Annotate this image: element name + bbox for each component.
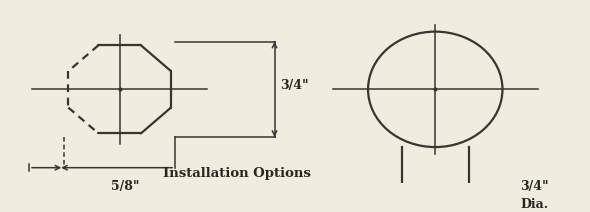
Text: 3/4": 3/4" [280,79,309,92]
Text: Dia.: Dia. [520,198,548,211]
Text: 5/8": 5/8" [112,180,140,193]
Text: Installation Options: Installation Options [163,166,310,180]
Text: 3/4": 3/4" [520,180,549,193]
